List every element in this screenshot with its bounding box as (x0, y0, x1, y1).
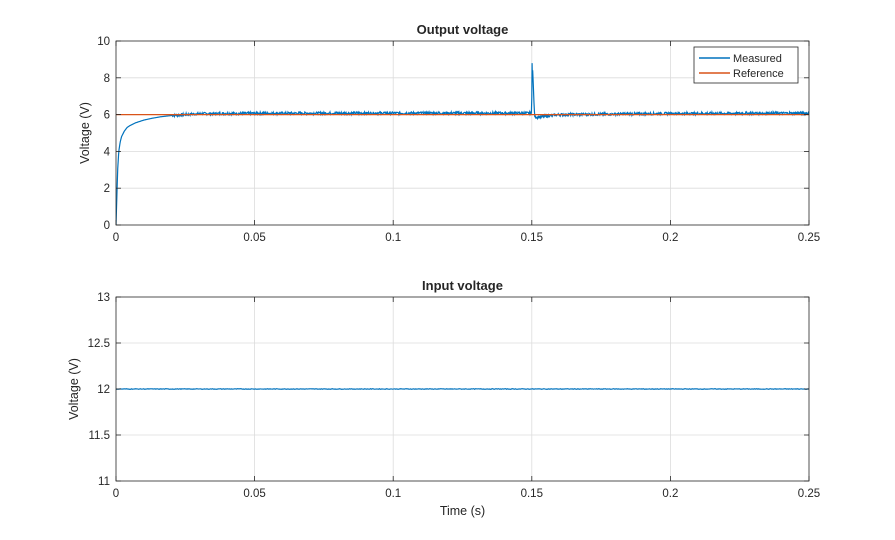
chart-title: Input voltage (422, 278, 503, 293)
y-tick-label: 6 (104, 110, 110, 122)
y-axis-label: Voltage (V) (78, 102, 92, 164)
y-tick-label: 10 (97, 36, 110, 48)
x-tick-label: 0 (113, 232, 119, 244)
y-tick-label: 12.5 (88, 338, 110, 350)
y-tick-label: 11.5 (88, 430, 110, 442)
x-tick-label: 0.1 (385, 488, 401, 500)
x-tick-label: 0.2 (662, 488, 678, 500)
legend-label-reference: Reference (733, 68, 784, 80)
x-tick-label: 0.1 (385, 232, 401, 244)
y-tick-label: 13 (97, 292, 110, 304)
x-tick-label: 0.15 (521, 488, 543, 500)
y-tick-label: 8 (104, 73, 110, 85)
legend-label-measured: Measured (733, 53, 782, 65)
x-tick-label: 0.25 (798, 488, 820, 500)
axes-box (115, 40, 810, 226)
chart-title: Output voltage (417, 22, 509, 37)
y-tick-label: 11 (98, 476, 110, 488)
x-tick-label: 0.05 (243, 232, 265, 244)
y-tick-label: 0 (104, 220, 110, 232)
x-tick-label: 0.05 (243, 488, 265, 500)
y-tick-label: 12 (97, 384, 110, 396)
y-tick-label: 4 (104, 146, 111, 158)
legend: Measured Reference (693, 46, 799, 84)
series-line-input (116, 388, 809, 390)
axes-2: 0 0.05 0.1 0.15 0.2 0.25 11 11.5 12 12.5 13 Input v… (67, 278, 820, 518)
x-tick-label: 0.2 (662, 232, 678, 244)
x-axis-label: Time (s) (440, 504, 485, 518)
axes-1: 0 0.05 0.1 0.15 0.2 0.25 0 2 4 6 8 10 Output voltage… (78, 22, 820, 244)
legend-box (693, 46, 799, 84)
plot-area (116, 41, 809, 225)
y-axis-label: Voltage (V) (67, 358, 81, 420)
x-tick-label: 0.15 (521, 232, 543, 244)
x-tick-label: 0.25 (798, 232, 820, 244)
x-tick-label: 0 (113, 488, 119, 500)
y-tick-label: 2 (104, 183, 110, 195)
